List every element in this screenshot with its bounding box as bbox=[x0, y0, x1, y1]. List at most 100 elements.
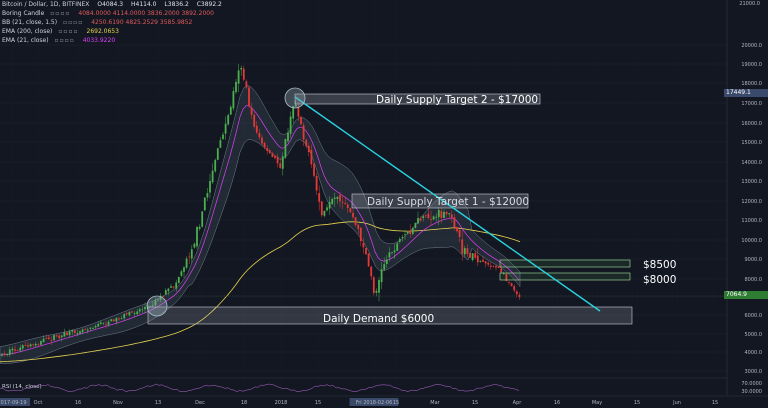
time-tick-label: 15 bbox=[634, 400, 640, 406]
supply-target-2-zone[interactable] bbox=[294, 93, 541, 105]
top-marker-circle[interactable] bbox=[284, 87, 306, 109]
indicator-values: 4033.9220 bbox=[82, 37, 116, 44]
candle bbox=[89, 327, 92, 329]
supply-target-1-zone[interactable] bbox=[351, 193, 529, 209]
demand-zone[interactable] bbox=[147, 306, 633, 325]
ohlc-low: L3836.2 bbox=[164, 1, 189, 8]
candle bbox=[105, 323, 107, 325]
candle bbox=[154, 300, 157, 306]
symbol-legend[interactable]: Bitcoin / Dollar, 1D, BITFINEX O4084.3 H… bbox=[2, 1, 222, 9]
candle bbox=[393, 250, 396, 253]
candle bbox=[222, 134, 224, 140]
candle bbox=[300, 117, 302, 125]
candle bbox=[307, 145, 310, 153]
candle bbox=[141, 309, 144, 311]
candle bbox=[274, 155, 276, 158]
price-badge-current: 7064.9 bbox=[724, 291, 768, 299]
price-tick-label: 14000.0 bbox=[741, 160, 762, 166]
rsi-label: RSI (14, close) bbox=[2, 384, 42, 390]
candle bbox=[66, 332, 68, 335]
zone-8500[interactable] bbox=[499, 259, 631, 268]
ema-200-line bbox=[0, 221, 521, 363]
candle bbox=[487, 262, 490, 265]
candle bbox=[380, 269, 383, 283]
candle bbox=[159, 295, 162, 300]
candle bbox=[370, 266, 373, 277]
candle bbox=[346, 204, 349, 209]
candle bbox=[378, 279, 380, 293]
time-tick-label: Oct bbox=[34, 400, 43, 406]
time-tick-label: Nov bbox=[113, 400, 123, 406]
candle bbox=[47, 337, 50, 340]
candle bbox=[279, 163, 282, 168]
price-tick-label: 19000.0 bbox=[741, 62, 762, 68]
time-tick-label: Apr bbox=[513, 400, 523, 406]
candle bbox=[99, 322, 102, 324]
candle bbox=[120, 318, 123, 320]
candle bbox=[508, 281, 510, 283]
candle bbox=[73, 330, 76, 333]
candle bbox=[1, 353, 3, 356]
time-axis[interactable]: 2017-09-19 Oct 16 Nov 13 Dec 18 2018 15 Fri 2018-… bbox=[0, 398, 718, 406]
candle bbox=[60, 335, 63, 338]
candle bbox=[94, 326, 97, 328]
candle bbox=[21, 345, 24, 349]
indicator-legend-2[interactable]: EMA (200, close) ▫▫▫▫ 2692.0653 bbox=[2, 28, 119, 36]
candle bbox=[170, 286, 172, 288]
indicator-legend-1[interactable]: BB (21, close, 1.5) ▫▫▫▫ 4250.6190 4825.… bbox=[2, 19, 192, 27]
candle bbox=[245, 81, 248, 88]
indicator-label[interactable]: EMA (21, close) bbox=[2, 37, 49, 44]
indicator-label[interactable]: EMA (200, close) bbox=[2, 28, 53, 35]
zone-8000[interactable] bbox=[499, 272, 631, 281]
candle bbox=[297, 106, 300, 117]
candle bbox=[344, 202, 347, 204]
indicator-tools-icon[interactable]: ▫▫▫▫ bbox=[54, 37, 75, 44]
candle bbox=[32, 344, 35, 346]
indicator-legend-0[interactable]: Boring Candle ▫▫▫▫ 4084.0000 4114.0000 3… bbox=[2, 10, 214, 18]
candle bbox=[177, 276, 180, 284]
price-tick-label: 13000.0 bbox=[741, 179, 762, 185]
candle bbox=[250, 107, 253, 115]
candle bbox=[40, 341, 42, 345]
candle bbox=[136, 311, 139, 315]
candlestick-series bbox=[1, 63, 521, 358]
candle bbox=[229, 106, 232, 115]
candle bbox=[92, 328, 94, 329]
indicator-tools-icon[interactable]: ▫▫▫▫ bbox=[58, 28, 79, 35]
time-axis-highlight bbox=[349, 398, 399, 406]
time-tick-label: 2018 bbox=[275, 400, 288, 406]
candle bbox=[3, 353, 6, 355]
symbol-title[interactable]: Bitcoin / Dollar, 1D, BITFINEX bbox=[2, 1, 90, 8]
candle bbox=[331, 198, 334, 205]
candle bbox=[214, 159, 217, 172]
candle bbox=[198, 226, 201, 230]
time-axis-highlight bbox=[0, 398, 30, 406]
indicator-tools-icon[interactable]: ▫▫▫▫ bbox=[50, 10, 71, 17]
candle bbox=[372, 277, 375, 294]
candle bbox=[482, 259, 484, 262]
candle bbox=[263, 142, 266, 148]
indicator-legend-3[interactable]: EMA (21, close) ▫▫▫▫ 4033.9220 bbox=[2, 37, 115, 45]
candle bbox=[289, 116, 292, 134]
level-8500-label: $8500 bbox=[643, 259, 676, 271]
indicator-values: 2692.0653 bbox=[86, 28, 119, 35]
candle bbox=[183, 267, 185, 272]
bottom-marker-circle[interactable] bbox=[146, 295, 168, 317]
candle bbox=[448, 213, 451, 215]
candle bbox=[497, 266, 500, 268]
trendline[interactable] bbox=[294, 96, 601, 312]
candle bbox=[287, 132, 289, 142]
time-tick-label: Jun bbox=[672, 400, 681, 406]
candle bbox=[188, 256, 191, 258]
time-tick-label: 15 bbox=[393, 400, 399, 406]
indicator-tools-icon[interactable]: ▫▫▫▫ bbox=[63, 19, 84, 26]
candle bbox=[266, 148, 269, 151]
candle bbox=[180, 271, 183, 276]
candle bbox=[339, 194, 341, 202]
indicator-label[interactable]: BB (21, close, 1.5) bbox=[2, 19, 58, 26]
candle bbox=[255, 125, 258, 133]
indicator-label[interactable]: Boring Candle bbox=[2, 10, 45, 17]
candle bbox=[211, 170, 214, 183]
candle bbox=[258, 132, 261, 138]
